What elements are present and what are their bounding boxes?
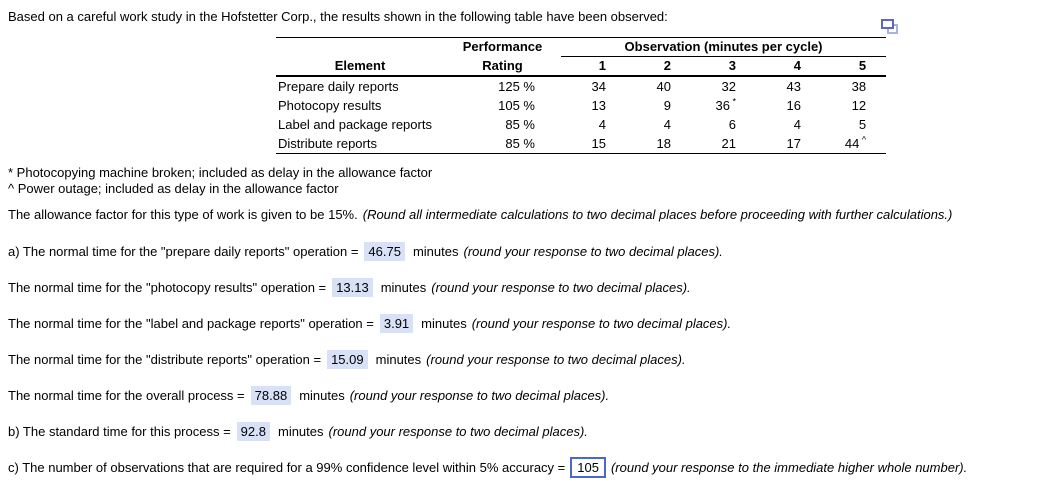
answer-prefix: The normal time for the overall process … [8,388,245,403]
observation-cell: 18 [626,134,691,154]
answer-value[interactable]: 13.13 [332,278,373,297]
element-cell: Photocopy results [278,98,382,113]
footnote-line: ^ Power outage; included as delay in the… [8,181,339,196]
observation-cell: 15 [561,134,626,154]
answer-rounding-note: (round your response to two decimal plac… [349,388,610,403]
rating-cell: 125 % [498,79,535,94]
answer-value[interactable]: 92.8 [236,422,270,441]
footnotes: * Photocopying machine broken; included … [8,165,1035,197]
observation-cell: 12 [851,98,867,113]
popout-front-square [881,19,894,29]
answer-prefix: b) The standard time for this process = [8,424,231,439]
answer-rounding-note: (round your response to two decimal plac… [426,352,686,367]
answer-rounding-note: (round your response to two decimal plac… [328,424,588,439]
observation-cell: 43 [786,79,801,94]
observation-cell: 4 [793,117,801,132]
popout-window-icon[interactable] [881,19,898,34]
answer-line: The normal time for the overall process … [8,386,1035,405]
question-intro: Based on a careful work study in the Hof… [8,9,668,24]
table-row: Prepare daily reports 125 % 34 40 32 43 38 [276,76,886,96]
answer-prefix: The normal time for the "distribute repo… [8,352,322,367]
observation-cell: 4 [663,117,671,132]
answer-prefix: The normal time for the "label and packa… [8,316,374,331]
rating-cell: 85 % [505,117,535,132]
observation-cell: 4 [598,117,606,132]
observation-cell: 34 [591,79,606,94]
rating-cell: 105 % [498,98,535,113]
answer-unit: minutes [277,424,324,439]
answer-rounding-note: (round your response to two decimal plac… [431,280,691,295]
answer-rounding-note: (round your response to the immediate hi… [610,460,968,475]
observation-cell: 9 [663,98,671,113]
observation-table-wrap: Performance Observation (minutes per cyc… [276,37,887,154]
answer-line: The normal time for the "label and packa… [8,314,1035,333]
observation-cell: 44 ^ [821,134,887,154]
observation-cell: 32 [721,79,736,94]
answer-unit: minutes [375,352,422,367]
element-column-header: Element [276,56,444,77]
footnote-line: * Photocopying machine broken; included … [8,165,433,180]
answer-value[interactable]: 3.91 [379,314,414,333]
element-cell: Label and package reports [278,117,432,132]
table-row: Photocopy results 105 % 13 9 36 * 16 12 [276,96,886,115]
rating-column-header: Rating [444,56,561,77]
answer-unit: minutes [421,316,467,331]
element-cell: Prepare daily reports [278,79,399,94]
observation-col-header: 4 [756,56,821,77]
observation-cell: 21 [691,134,756,154]
answer-line: The normal time for the "distribute repo… [8,350,1035,369]
empty-header-cell [276,37,444,57]
observation-group-header: Observation (minutes per cycle) [561,37,887,57]
answers-section: a) The normal time for the "prepare dail… [8,242,1035,478]
answer-unit: minutes [412,244,459,259]
observation-cell: 36 * [715,96,736,113]
answer-line: The normal time for the "photocopy resul… [8,278,1035,297]
answer-prefix: The normal time for the "photocopy resul… [8,280,327,295]
answer-prefix: a) The normal time for the "prepare dail… [8,244,359,259]
allowance-text: The allowance factor for this type of wo… [8,207,358,222]
answer-value[interactable]: 78.88 [250,386,292,405]
observation-cell: 16 [786,98,801,113]
observation-cell: 6 [728,117,736,132]
answer-unit: minutes [380,280,427,295]
observation-col-header: 5 [821,56,887,77]
allowance-paragraph: The allowance factor for this type of wo… [8,207,1035,223]
observation-cell: 13 [591,98,606,113]
answer-input[interactable]: 105 [570,457,606,478]
observation-cell: 17 [756,134,821,154]
observation-table: Performance Observation (minutes per cyc… [276,37,887,154]
answer-value[interactable]: 46.75 [364,242,405,261]
answer-line: b) The standard time for this process = 9… [8,422,1035,441]
table-row: Label and package reports 85 % 4 4 6 4 5 [276,115,886,134]
observation-col-header: 2 [626,56,691,77]
observation-cell: 5 [858,117,867,132]
rating-cell: 85 % [444,134,561,154]
allowance-note: (Round all intermediate calculations to … [362,207,953,222]
answer-rounding-note: (round your response to two decimal plac… [471,316,732,331]
answer-value[interactable]: 15.09 [327,350,368,369]
question-page: Based on a careful work study in the Hof… [8,9,1035,478]
answer-prefix: c) The number of observations that are r… [8,460,566,475]
observation-col-header: 1 [561,56,626,77]
answer-rounding-note: (round your response to two decimal plac… [463,244,723,259]
answer-line: a) The normal time for the "prepare dail… [8,242,1035,261]
answer-line: c) The number of observations that are r… [8,457,1035,478]
performance-header-line1: Performance [444,37,561,57]
element-cell: Distribute reports [276,134,444,154]
observation-cell: 40 [656,79,671,94]
observation-col-header: 3 [691,56,756,77]
answer-unit: minutes [299,388,345,403]
observation-cell: 38 [851,79,867,94]
table-row: Distribute reports 85 % 15 18 21 17 44 ^ [276,134,887,154]
